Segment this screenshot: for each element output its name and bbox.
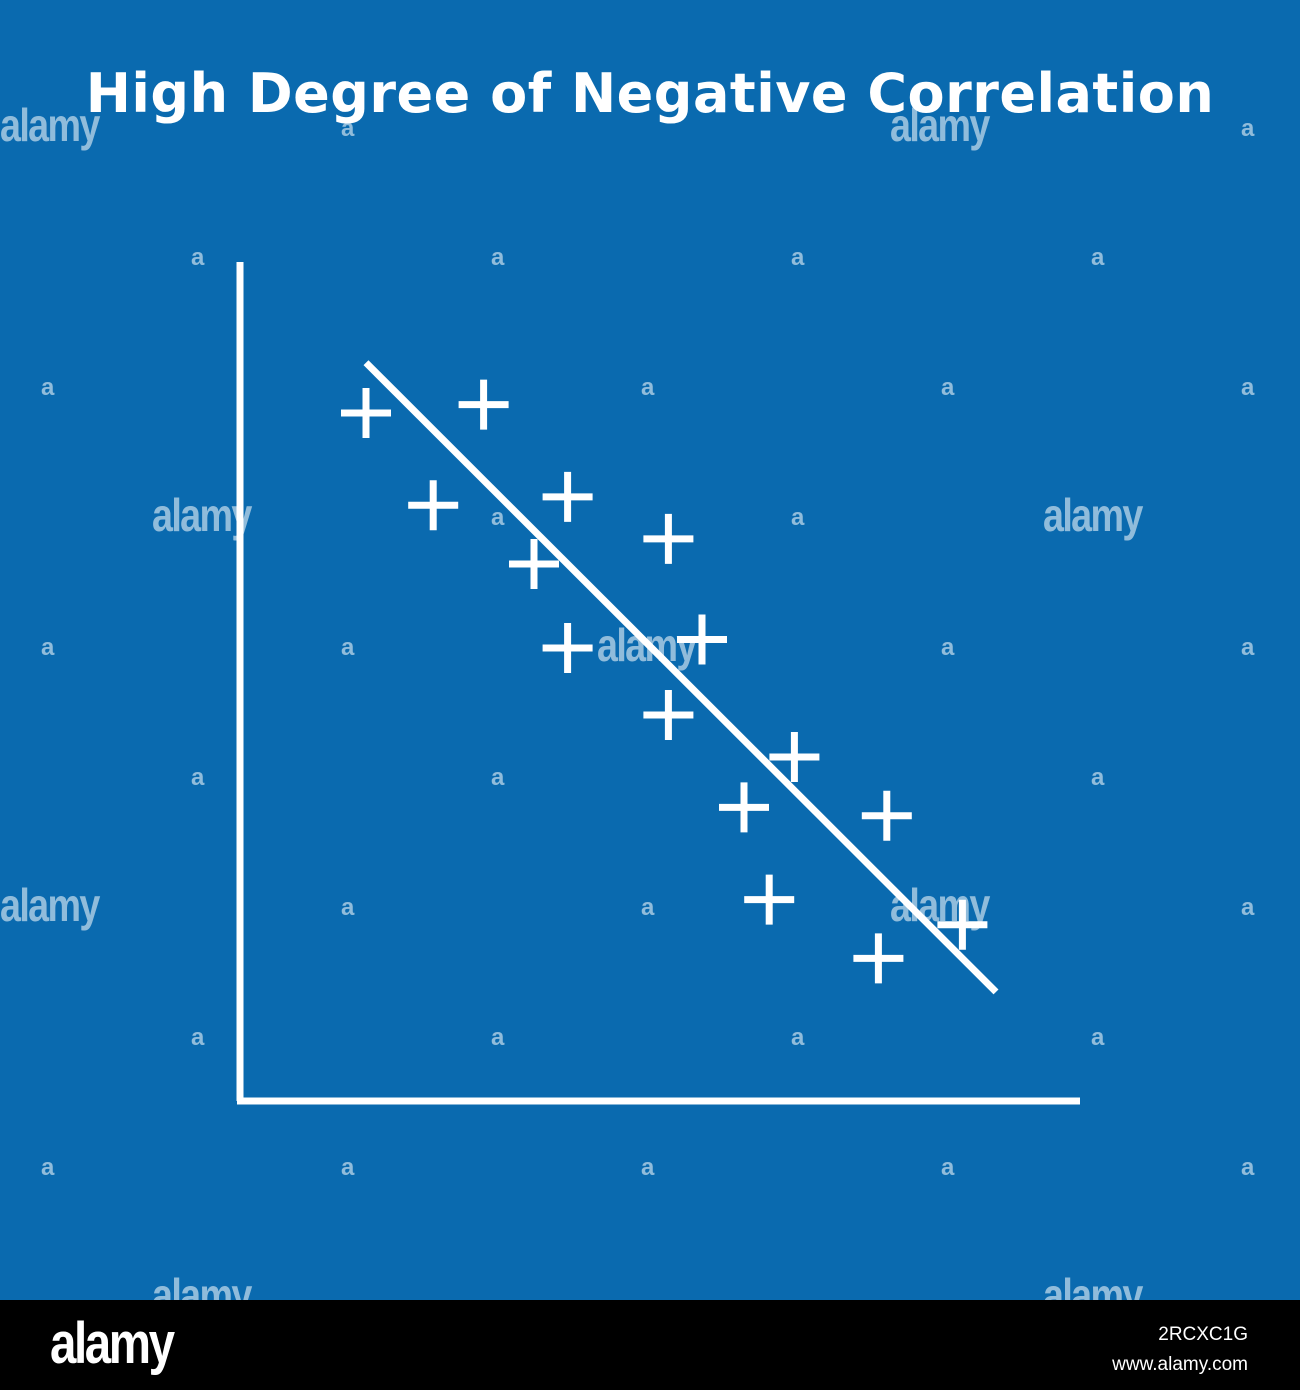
data-point-plus-marker (853, 933, 904, 984)
footer-logo: alamy (50, 1311, 175, 1376)
chart-canvas: High Degree of Negative Correlation alam… (0, 62, 1255, 1321)
footer-bar: alamy 2RCXC1G www.alamy.com (0, 1300, 1300, 1390)
data-point-plus-marker (408, 480, 459, 531)
data-point-plus-marker (861, 790, 912, 841)
image-id: 2RCXC1G (1158, 1324, 1248, 1345)
scatter-plot (236, 262, 1080, 1105)
data-point-plus-marker (719, 782, 769, 833)
trend-line (363, 360, 999, 995)
data-point-plus-marker (937, 899, 988, 950)
data-point-plus-marker (542, 471, 593, 522)
data-point-plus-marker (458, 379, 509, 430)
data-point-plus-marker (677, 614, 727, 665)
data-point-plus-marker (542, 622, 593, 673)
chart-title: High Degree of Negative Correlation (85, 62, 1215, 125)
site-url: www.alamy.com (1112, 1354, 1248, 1375)
data-point-plus-marker (643, 690, 694, 741)
data-point-plus-marker (643, 513, 694, 564)
data-point-plus-marker (341, 388, 391, 439)
data-point-plus-marker (769, 732, 820, 783)
data-points (341, 379, 988, 984)
footer-credit: 2RCXC1G www.alamy.com (1112, 1320, 1248, 1380)
data-point-plus-marker (509, 539, 559, 590)
data-point-plus-marker (744, 874, 795, 925)
